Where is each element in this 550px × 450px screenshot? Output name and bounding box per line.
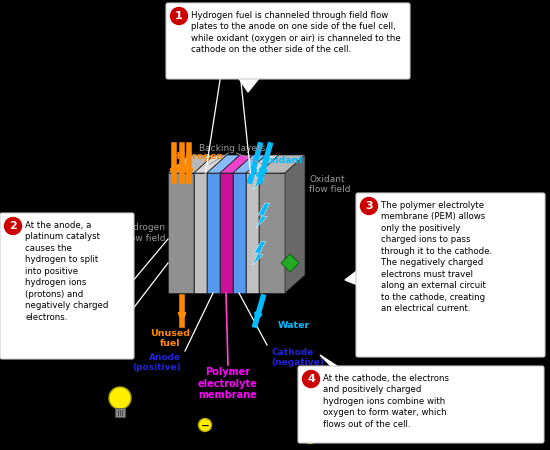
Text: −: −: [201, 421, 210, 431]
Polygon shape: [168, 173, 194, 293]
Circle shape: [304, 431, 316, 444]
Text: The polymer electrolyte
membrane (PEM) allows
only the positively
charged ions t: The polymer electrolyte membrane (PEM) a…: [381, 201, 492, 313]
Polygon shape: [115, 408, 125, 417]
Text: Hydrogen
flow field: Hydrogen flow field: [121, 223, 165, 243]
Text: Backing layers: Backing layers: [199, 144, 266, 153]
Text: −: −: [480, 344, 488, 354]
Circle shape: [474, 288, 487, 302]
Text: −: −: [53, 334, 62, 344]
Polygon shape: [345, 270, 358, 285]
Text: Hydrogen fuel is channeled through field flow
plates to the anode on one side of: Hydrogen fuel is channeled through field…: [191, 11, 401, 54]
Polygon shape: [168, 155, 214, 173]
Polygon shape: [246, 173, 259, 293]
Polygon shape: [259, 155, 305, 173]
Polygon shape: [220, 155, 240, 293]
Text: 3: 3: [365, 201, 373, 211]
FancyBboxPatch shape: [298, 366, 544, 443]
Text: 2: 2: [9, 221, 17, 231]
Circle shape: [360, 198, 377, 215]
Polygon shape: [246, 155, 279, 173]
Circle shape: [199, 418, 212, 432]
Polygon shape: [207, 155, 240, 173]
Polygon shape: [207, 155, 227, 293]
Polygon shape: [194, 173, 207, 293]
Text: Hydrogen
gas: Hydrogen gas: [171, 152, 223, 171]
Polygon shape: [220, 155, 253, 173]
Polygon shape: [220, 173, 233, 293]
Text: Unused
fuel: Unused fuel: [150, 329, 190, 348]
Text: At the cathode, the electrons
and positively charged
hydrogen ions combine with
: At the cathode, the electrons and positi…: [323, 374, 449, 429]
Polygon shape: [238, 77, 260, 92]
Polygon shape: [259, 173, 285, 293]
Text: Oxidant: Oxidant: [261, 156, 303, 165]
Text: Water: Water: [278, 321, 310, 330]
Circle shape: [302, 370, 320, 387]
Polygon shape: [256, 203, 270, 228]
FancyBboxPatch shape: [356, 193, 545, 357]
Polygon shape: [233, 173, 246, 293]
Polygon shape: [252, 242, 266, 266]
Polygon shape: [320, 355, 340, 368]
Text: Anode
(positive): Anode (positive): [132, 353, 181, 373]
FancyBboxPatch shape: [166, 3, 410, 79]
Polygon shape: [194, 155, 227, 173]
Circle shape: [109, 387, 131, 409]
Circle shape: [4, 217, 21, 234]
Text: 4: 4: [307, 374, 315, 384]
Text: −: −: [476, 291, 485, 301]
Circle shape: [170, 8, 188, 24]
Polygon shape: [281, 254, 299, 272]
Polygon shape: [246, 155, 266, 293]
Text: Cathode
(negative): Cathode (negative): [271, 348, 324, 367]
Text: At the anode, a
platinum catalyst
causes the
hydrogen to split
into positive
hyd: At the anode, a platinum catalyst causes…: [25, 221, 108, 322]
Text: Oxidant
flow field: Oxidant flow field: [309, 175, 350, 194]
Text: 1: 1: [175, 11, 183, 21]
Polygon shape: [285, 155, 305, 293]
Polygon shape: [233, 155, 253, 293]
Circle shape: [477, 342, 491, 355]
Text: Polymer
electrolyte
membrane: Polymer electrolyte membrane: [198, 367, 258, 400]
Polygon shape: [207, 173, 220, 293]
Text: −: −: [306, 433, 315, 443]
Polygon shape: [253, 165, 267, 190]
Polygon shape: [194, 155, 214, 293]
Circle shape: [51, 332, 63, 345]
Polygon shape: [233, 155, 266, 173]
Polygon shape: [259, 155, 279, 293]
FancyBboxPatch shape: [0, 213, 134, 359]
